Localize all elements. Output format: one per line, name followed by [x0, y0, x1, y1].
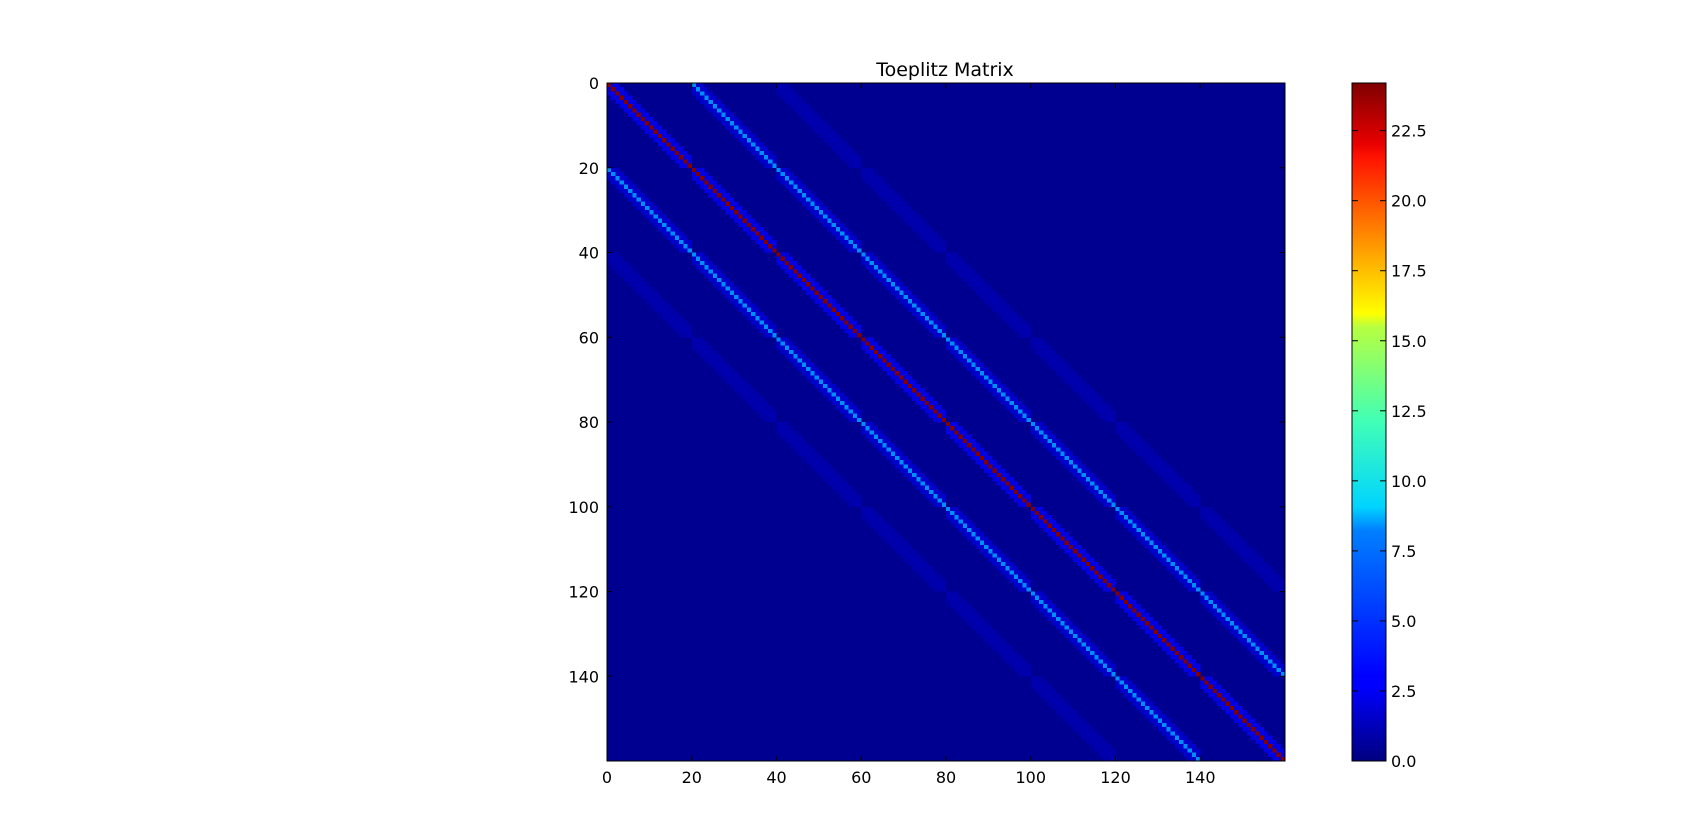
x-tick-label: 40 [766, 768, 786, 787]
x-tick-label: 80 [936, 768, 956, 787]
y-tick-label: 0 [589, 74, 599, 93]
y-axis: 0 20 40 60 80 100 120 140 [568, 74, 1285, 686]
colorbar-tick-label: 10.0 [1391, 472, 1427, 491]
colorbar-tick-label: 2.5 [1391, 682, 1416, 701]
y-tick-label: 20 [579, 159, 599, 178]
chart-title: Toeplitz Matrix [875, 59, 1014, 81]
colorbar: 0.0 2.5 5.0 7.5 10.0 12.5 15.0 17.5 20.0 22.5 [1351, 82, 1427, 771]
y-tick-label: 80 [579, 413, 599, 432]
y-tick-label: 120 [568, 583, 599, 602]
y-tick-label: 60 [579, 328, 599, 347]
colorbar-tick-label: 20.0 [1391, 192, 1427, 211]
x-tick-label: 140 [1185, 768, 1216, 787]
x-tick-label: 120 [1100, 768, 1131, 787]
colorbar-tick-label: 17.5 [1391, 262, 1427, 281]
y-tick-label: 100 [568, 498, 599, 517]
x-tick-label: 20 [682, 768, 702, 787]
colorbar-tick-label: 0.0 [1391, 752, 1416, 771]
colorbar-tick-label: 5.0 [1391, 612, 1416, 631]
x-tick-label: 60 [851, 768, 871, 787]
colorbar-tick-label: 15.0 [1391, 332, 1427, 351]
colorbar-tick-label: 7.5 [1391, 542, 1416, 561]
colorbar-gradient [1351, 82, 1387, 762]
colorbar-tick-label: 22.5 [1391, 122, 1427, 141]
x-tick-label: 100 [1015, 768, 1046, 787]
colorbar-tick-label: 12.5 [1391, 402, 1427, 421]
y-tick-label: 140 [568, 667, 599, 686]
x-tick-label: 0 [602, 768, 612, 787]
colorbar-axis: 0.0 2.5 5.0 7.5 10.0 12.5 15.0 17.5 20.0 22.5 [1352, 122, 1427, 771]
y-tick-label: 40 [579, 244, 599, 263]
heatmap-image [607, 83, 1285, 761]
x-axis: 0 20 40 60 80 100 120 140 [602, 83, 1216, 787]
heatmap-area [606, 82, 1286, 762]
